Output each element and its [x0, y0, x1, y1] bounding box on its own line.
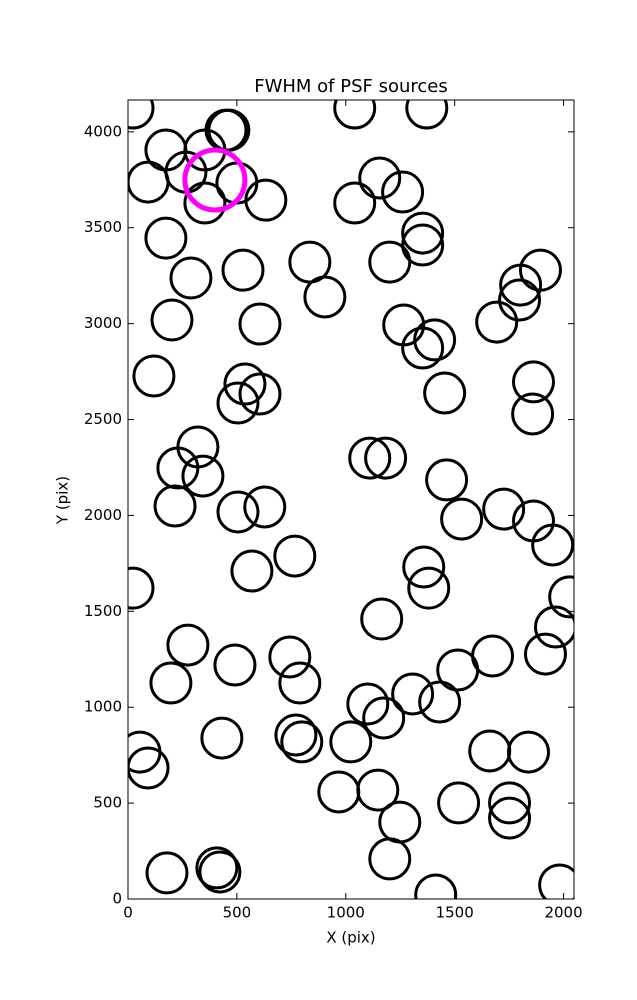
source-marker: [348, 436, 392, 480]
source-marker: [333, 100, 377, 130]
source-marker: [538, 863, 574, 899]
source-marker: [149, 661, 193, 705]
y-tick-label: 0: [112, 890, 122, 908]
y-tick-label: 1500: [84, 602, 122, 620]
source-marker: [358, 156, 402, 200]
source-marker: [414, 873, 458, 899]
y-tick-label: 2000: [84, 506, 122, 524]
source-marker: [531, 523, 574, 567]
source-marker: [221, 248, 265, 292]
source-marker: [368, 240, 412, 284]
source-marker: [498, 278, 542, 322]
y-tick-label: 1000: [84, 698, 122, 716]
source-marker: [200, 716, 244, 760]
source-marker: [244, 178, 288, 222]
source-marker: [144, 216, 188, 260]
source-marker: [482, 487, 526, 531]
source-marker: [195, 846, 239, 890]
source-marker: [381, 170, 425, 214]
source-marker: [346, 682, 390, 726]
x-tick-label: 1500: [436, 904, 474, 922]
source-marker: [413, 318, 457, 362]
source-marker: [273, 534, 317, 578]
source-marker: [391, 672, 435, 716]
source-marker: [437, 781, 481, 825]
x-axis-label: X (pix): [326, 929, 375, 947]
source-marker: [425, 458, 469, 502]
source-marker: [401, 326, 445, 370]
source-marker: [230, 549, 274, 593]
source-marker: [401, 211, 445, 255]
source-marker: [243, 485, 287, 529]
source-marker: [356, 768, 400, 812]
source-marker: [183, 181, 227, 225]
source-marker: [407, 566, 451, 610]
source-marker: [511, 360, 555, 404]
source-marker: [181, 454, 225, 498]
source-marker: [182, 147, 248, 213]
source-marker: [405, 100, 449, 130]
source-marker: [362, 696, 406, 740]
chart-title: FWHM of PSF sources: [254, 76, 448, 97]
source-marker: [128, 566, 155, 610]
y-tick-label: 4000: [84, 122, 122, 140]
source-marker: [156, 446, 200, 490]
source-marker: [198, 850, 242, 894]
source-marker: [423, 371, 467, 415]
source-marker: [523, 632, 567, 676]
source-marker: [333, 181, 377, 225]
source-marker: [418, 680, 462, 724]
source-marker: [169, 256, 213, 300]
source-marker: [150, 298, 194, 342]
source-marker: [488, 796, 532, 840]
source-marker: [475, 300, 519, 344]
source-marker: [471, 634, 515, 678]
y-tick-label: 2500: [84, 410, 122, 428]
plot-area: [128, 100, 574, 899]
x-tick-label: 500: [223, 904, 252, 922]
source-marker: [488, 781, 532, 825]
source-marker: [207, 108, 251, 152]
source-marker: [238, 372, 282, 416]
source-marker: [278, 661, 322, 705]
source-marker: [216, 490, 260, 534]
source-marker: [329, 720, 373, 764]
y-tick-label: 500: [93, 794, 122, 812]
plot-frame: [127, 99, 575, 900]
x-tick-label: 2000: [544, 904, 582, 922]
source-marker: [533, 605, 574, 649]
source-marker: [145, 851, 189, 895]
source-marker: [213, 643, 257, 687]
source-marker: [303, 275, 347, 319]
source-marker: [268, 635, 312, 679]
source-marker: [364, 436, 408, 480]
source-marker: [440, 497, 484, 541]
source-marker: [506, 730, 550, 774]
x-tick-label: 1000: [327, 904, 365, 922]
source-marker: [511, 392, 555, 436]
source-marker: [360, 597, 404, 641]
x-tick-label: 0: [123, 904, 133, 922]
source-marker: [166, 623, 210, 667]
source-marker: [548, 575, 574, 619]
source-marker: [402, 545, 446, 589]
source-marker: [216, 381, 260, 425]
source-marker: [238, 302, 282, 346]
y-axis-label: Y (pix): [54, 476, 72, 525]
source-marker: [274, 713, 318, 757]
source-marker: [128, 100, 155, 130]
source-marker: [223, 362, 267, 406]
y-tick-label: 3500: [84, 218, 122, 236]
y-tick-label: 3000: [84, 314, 122, 332]
source-marker: [132, 354, 176, 398]
source-marker: [153, 484, 197, 528]
source-marker: [518, 248, 562, 292]
source-marker: [368, 837, 412, 881]
source-marker: [280, 720, 324, 764]
